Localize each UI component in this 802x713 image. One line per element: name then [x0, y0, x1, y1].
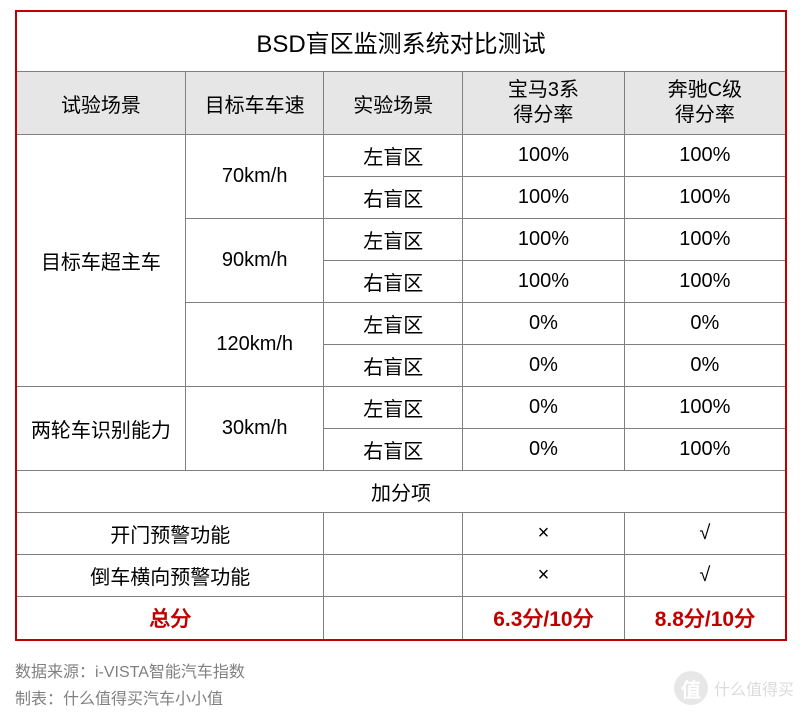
comparison-table: BSD盲区监测系统对比测试 试验场景 目标车车速 实验场景 宝马3系 得分率 奔…: [15, 10, 787, 641]
speed-90: 90km/h: [185, 219, 324, 303]
benz-cell: 0%: [624, 345, 786, 387]
benz-cell: 100%: [624, 261, 786, 303]
scenario-overtake: 目标车超主车: [16, 135, 185, 387]
bmw-cell: 0%: [463, 387, 625, 429]
benz-cell: 100%: [624, 387, 786, 429]
zone-cell: 右盲区: [324, 345, 463, 387]
bonus-label-2: 倒车横向预警功能: [16, 555, 324, 597]
col-benz: 奔驰C级 得分率: [624, 72, 786, 135]
bmw-cell: 0%: [463, 303, 625, 345]
footer-source: 数据来源：i-VISTA智能汽车指数: [15, 659, 787, 686]
zone-cell: 右盲区: [324, 429, 463, 471]
watermark: 值 什么值得买: [674, 671, 794, 705]
bmw-cell: 100%: [463, 177, 625, 219]
col-speed: 目标车车速: [185, 72, 324, 135]
watermark-logo: 值: [674, 671, 708, 705]
benz-cell: 100%: [624, 429, 786, 471]
bmw-cell: 100%: [463, 135, 625, 177]
bonus-bmw-2: ×: [463, 555, 625, 597]
total-bmw: 6.3分/10分: [463, 597, 625, 641]
bmw-cell: 100%: [463, 261, 625, 303]
bmw-cell: 0%: [463, 345, 625, 387]
bonus-header: 加分项: [16, 471, 786, 513]
zone-cell: 左盲区: [324, 387, 463, 429]
zone-cell: 左盲区: [324, 303, 463, 345]
col-zone: 实验场景: [324, 72, 463, 135]
bonus-bmw-1: ×: [463, 513, 625, 555]
benz-cell: 0%: [624, 303, 786, 345]
benz-cell: 100%: [624, 177, 786, 219]
watermark-text: 什么值得买: [714, 676, 794, 700]
benz-cell: 100%: [624, 219, 786, 261]
zone-cell: 左盲区: [324, 135, 463, 177]
bonus-benz-1: √: [624, 513, 786, 555]
total-benz: 8.8分/10分: [624, 597, 786, 641]
bonus-blank: [324, 555, 463, 597]
bonus-blank: [324, 513, 463, 555]
bmw-cell: 100%: [463, 219, 625, 261]
zone-cell: 左盲区: [324, 219, 463, 261]
scenario-twowheel: 两轮车识别能力: [16, 387, 185, 471]
bonus-label-1: 开门预警功能: [16, 513, 324, 555]
zone-cell: 右盲区: [324, 177, 463, 219]
bmw-cell: 0%: [463, 429, 625, 471]
total-blank: [324, 597, 463, 641]
bonus-benz-2: √: [624, 555, 786, 597]
col-bmw: 宝马3系 得分率: [463, 72, 625, 135]
total-label: 总分: [16, 597, 324, 641]
table-title: BSD盲区监测系统对比测试: [16, 11, 786, 72]
speed-30: 30km/h: [185, 387, 324, 471]
speed-120: 120km/h: [185, 303, 324, 387]
zone-cell: 右盲区: [324, 261, 463, 303]
col-scenario: 试验场景: [16, 72, 185, 135]
speed-70: 70km/h: [185, 135, 324, 219]
benz-cell: 100%: [624, 135, 786, 177]
footer-author: 制表：什么值得买汽车小小值: [15, 686, 787, 713]
